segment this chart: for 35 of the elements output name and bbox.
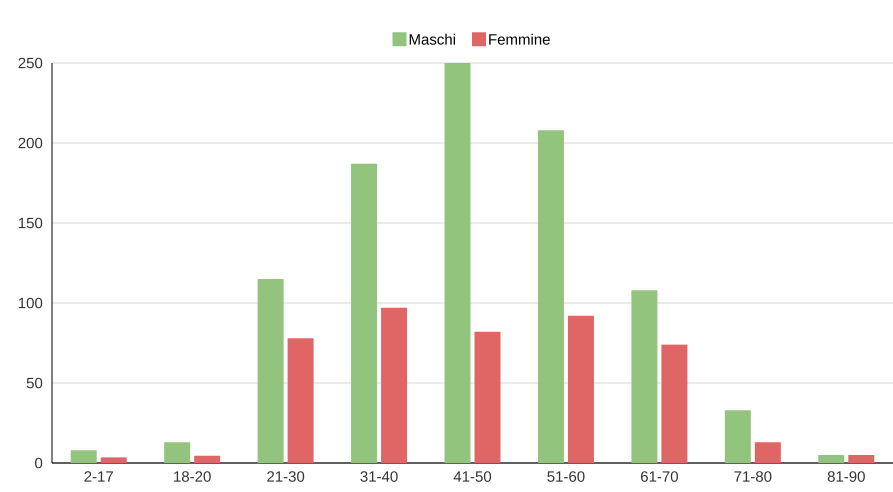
x-tick-label: 51-60: [547, 471, 585, 482]
x-tick-label: 71-80: [734, 471, 772, 482]
y-tick-label: 150: [18, 218, 42, 228]
bar: [631, 290, 658, 463]
x-tick-label: 2-17: [84, 471, 113, 482]
y-tick-label: 100: [18, 298, 42, 308]
bar: [724, 410, 751, 463]
bar: [568, 316, 594, 463]
bar: [70, 450, 97, 463]
bar: [164, 442, 190, 463]
bar: [754, 442, 781, 463]
legend-label: Maschi: [410, 34, 455, 45]
bar: [100, 457, 127, 463]
bar: [474, 332, 501, 463]
bar: [194, 456, 220, 463]
x-tick-label: 61-70: [640, 471, 678, 482]
x-tick-label: 31-40: [360, 471, 398, 482]
bar: [661, 344, 688, 463]
bar: [818, 455, 844, 463]
bar: [381, 308, 408, 463]
bar: [444, 62, 471, 463]
bar: [258, 279, 284, 463]
y-tick-label: 50: [26, 378, 42, 388]
bar: [288, 338, 314, 463]
y-tick-label: 0: [35, 458, 42, 468]
bar: [538, 130, 564, 463]
bar: [351, 164, 378, 463]
bar: [848, 455, 874, 463]
legend-label: Femmine: [489, 34, 550, 45]
y-tick-label: 250: [18, 58, 42, 68]
x-tick-label: 41-50: [454, 471, 492, 482]
x-tick-label: 81-90: [828, 471, 865, 482]
x-tick-label: 21-30: [267, 471, 304, 482]
x-tick-label: 18-20: [174, 471, 211, 482]
y-tick-label: 200: [18, 138, 42, 148]
